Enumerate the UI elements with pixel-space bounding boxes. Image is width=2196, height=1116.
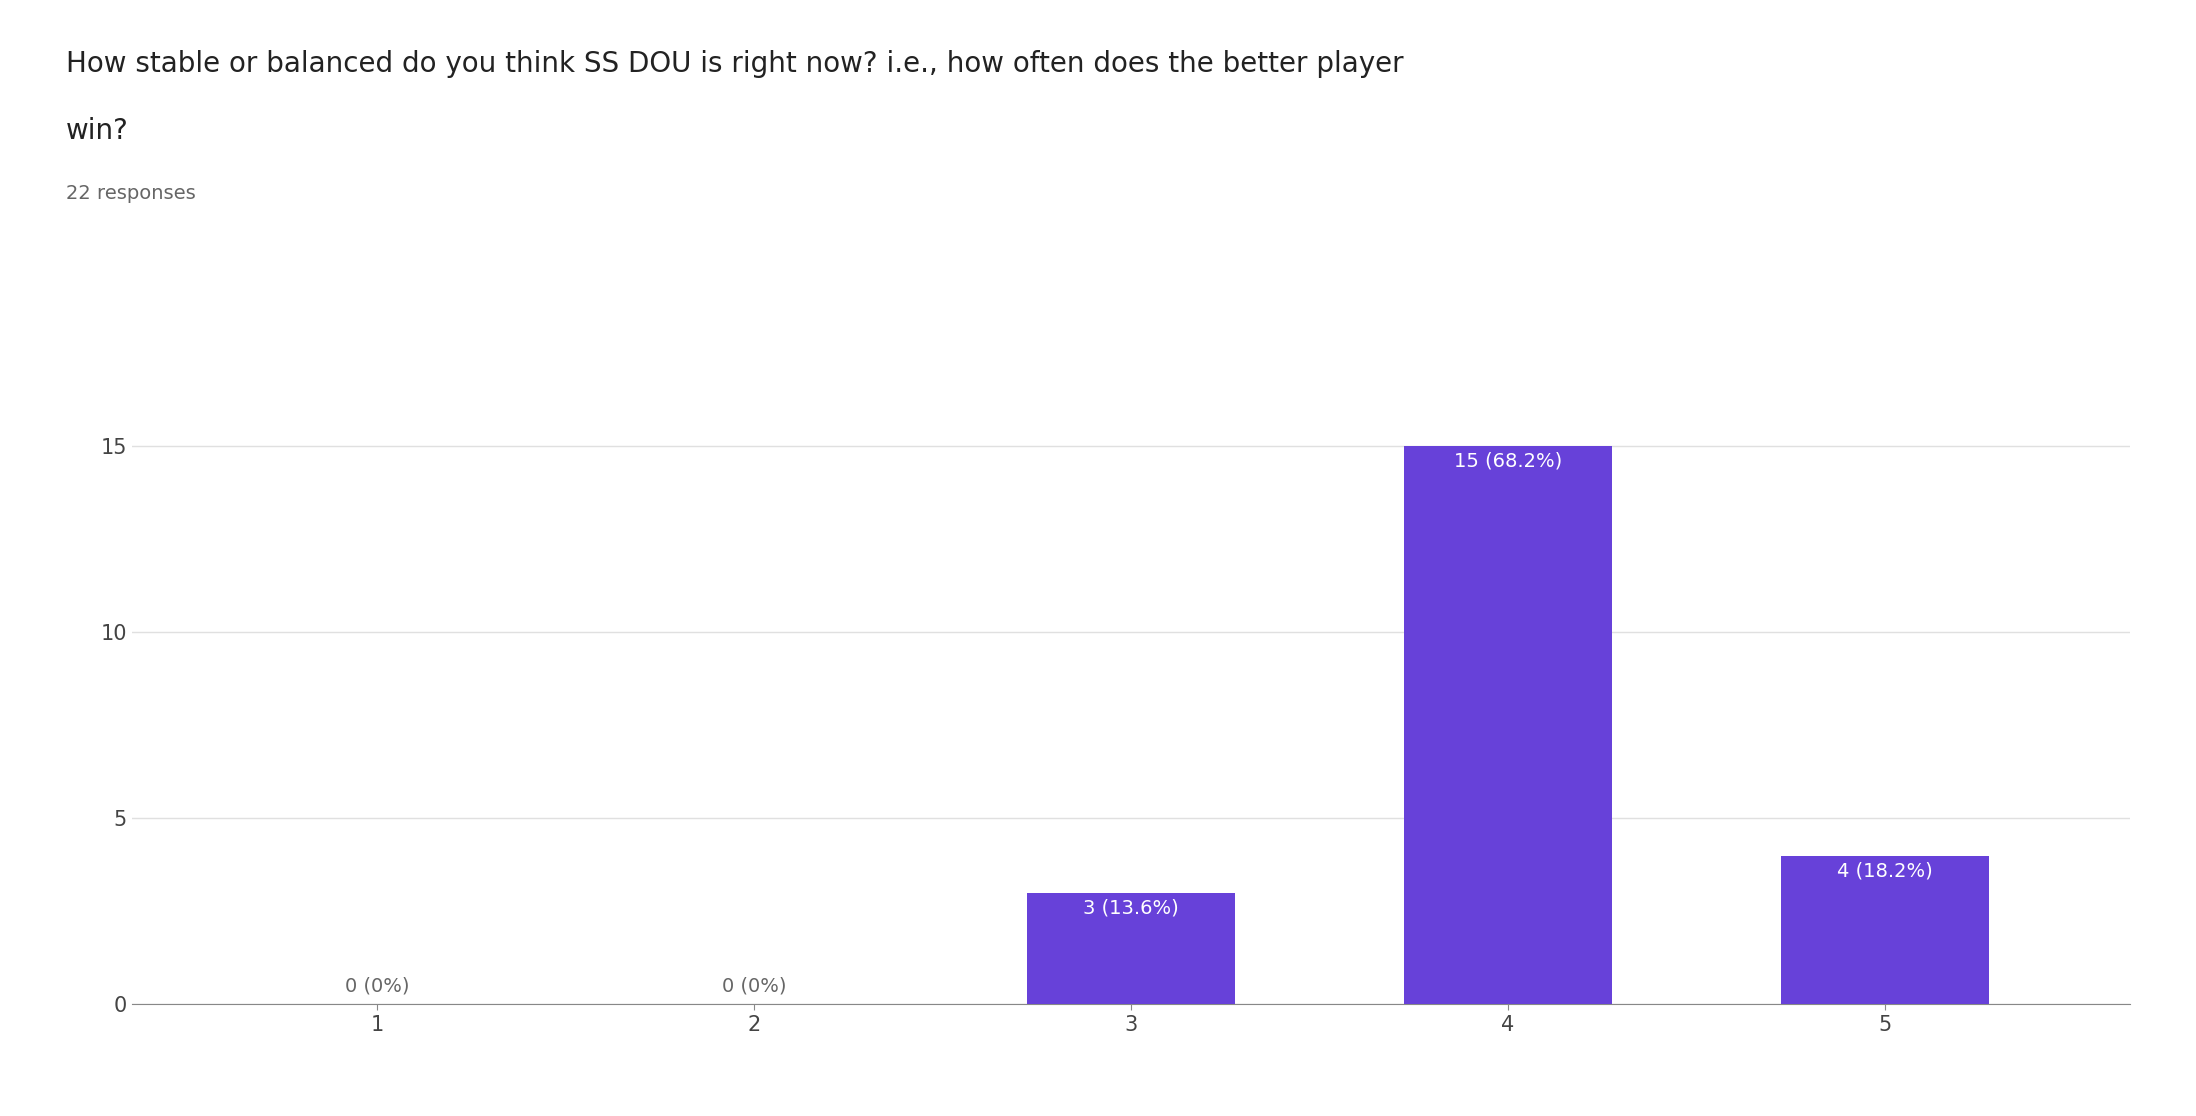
Text: 22 responses: 22 responses: [66, 184, 195, 203]
Bar: [1028, 893, 1234, 1004]
Text: win?: win?: [66, 117, 130, 145]
Text: 3 (13.6%): 3 (13.6%): [1083, 898, 1179, 917]
Text: 0 (0%): 0 (0%): [345, 976, 408, 995]
Text: 15 (68.2%): 15 (68.2%): [1454, 452, 1561, 471]
Bar: [1781, 856, 1990, 1004]
Text: 0 (0%): 0 (0%): [722, 976, 786, 995]
Text: How stable or balanced do you think SS DOU is right now? i.e., how often does th: How stable or balanced do you think SS D…: [66, 50, 1403, 78]
Bar: [1403, 446, 1612, 1004]
Text: 4 (18.2%): 4 (18.2%): [1838, 862, 1932, 881]
